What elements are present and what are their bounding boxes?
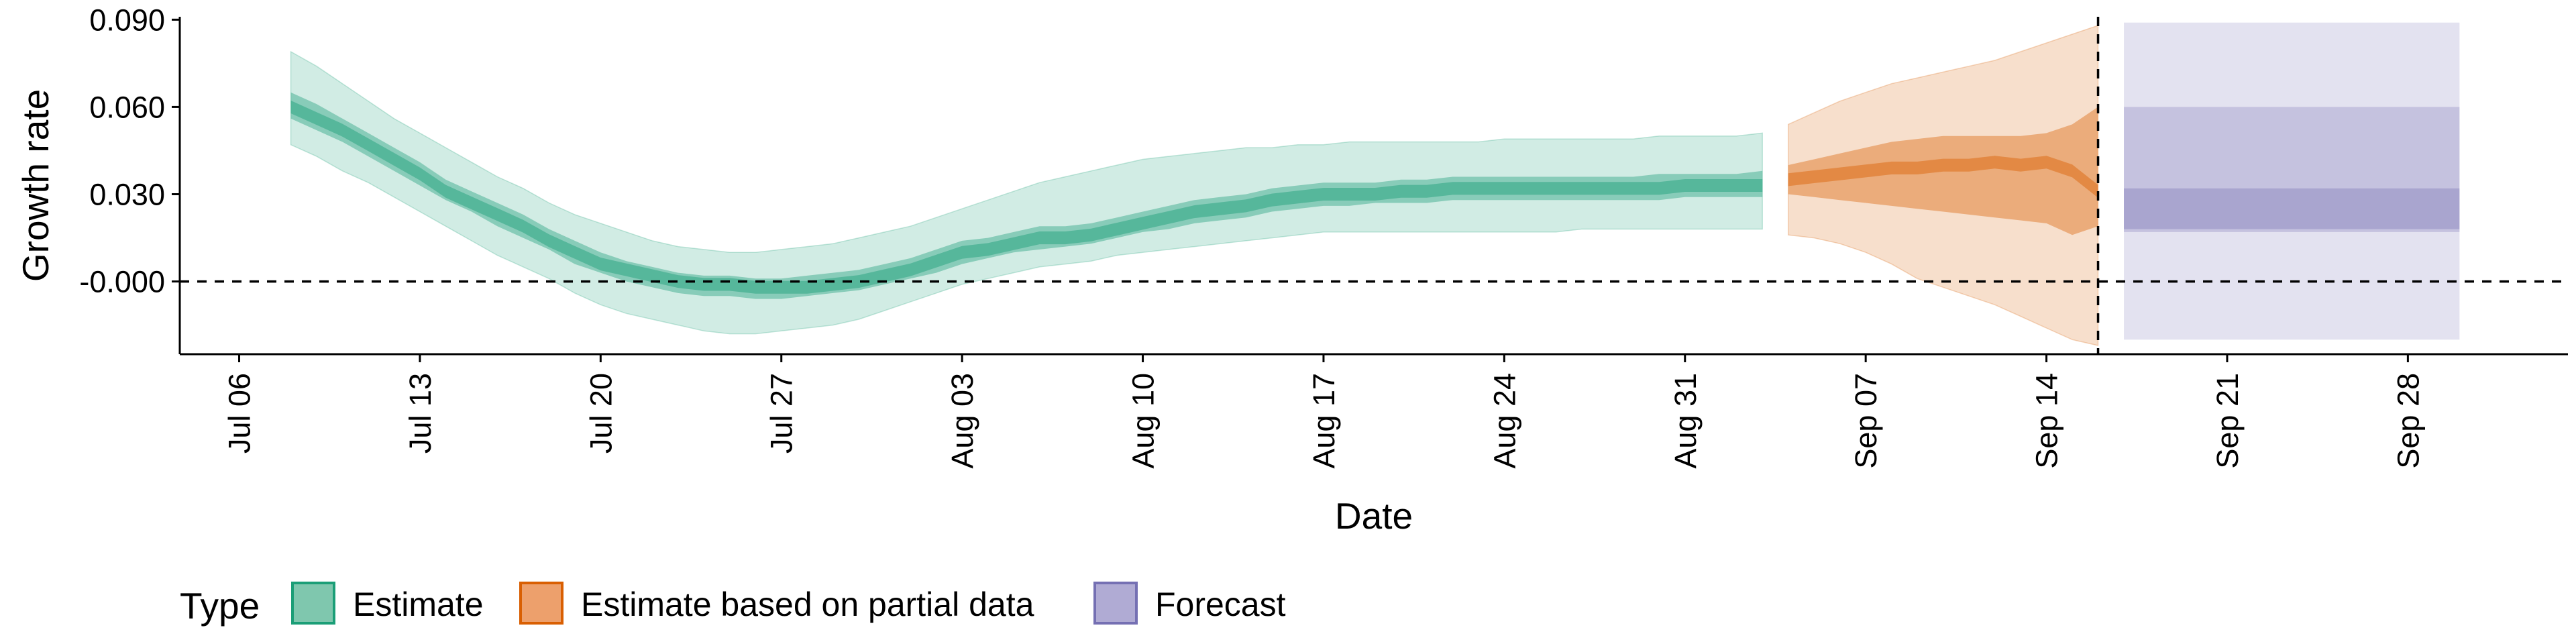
legend-label: Estimate bbox=[353, 586, 484, 623]
axes bbox=[178, 17, 2568, 356]
x-tick-label: Sep 07 bbox=[1849, 373, 1883, 469]
series-2 bbox=[2124, 22, 2460, 340]
x-axis-title: Date bbox=[1335, 495, 1413, 537]
x-tick-label: Jul 06 bbox=[223, 373, 257, 453]
x-tick-label: Sep 21 bbox=[2210, 373, 2245, 469]
x-tick-label: Sep 14 bbox=[2030, 373, 2064, 469]
x-tick-label: Aug 10 bbox=[1126, 373, 1161, 469]
y-tick-label: 0.060 bbox=[89, 90, 165, 124]
forecast-band-90 bbox=[2124, 22, 2460, 340]
band-90 bbox=[1787, 24, 2099, 346]
median-band bbox=[1788, 156, 2098, 198]
x-tick-label: Sep 28 bbox=[2391, 373, 2425, 469]
band-50 bbox=[1788, 107, 2098, 235]
y-ticks: -0.000 0.030 0.060 0.090 bbox=[79, 3, 180, 299]
band-90 bbox=[290, 50, 1763, 335]
x-ticks: Jul 06 Jul 13 Jul 20 Jul 27 Aug 03 Aug 10 Aug … bbox=[223, 354, 2425, 469]
legend: Type Estimate Estimate based on partial d… bbox=[180, 582, 1286, 627]
legend-label: Estimate based on partial data bbox=[581, 586, 1034, 623]
y-axis-title: Growth rate bbox=[15, 89, 56, 282]
x-tick-label: Aug 31 bbox=[1668, 373, 1703, 469]
legend-title: Type bbox=[180, 585, 260, 627]
legend-key-1 bbox=[519, 582, 564, 625]
x-tick-label: Jul 13 bbox=[403, 373, 437, 453]
legend-key-0 bbox=[291, 582, 335, 625]
forecast-band-20 bbox=[2124, 188, 2460, 229]
x-tick-label: Aug 03 bbox=[945, 373, 979, 469]
x-tick-label: Jul 20 bbox=[584, 373, 618, 453]
reference-lines bbox=[180, 17, 2568, 354]
x-tick-label: Aug 24 bbox=[1487, 373, 1521, 469]
x-tick-label: Jul 27 bbox=[765, 373, 799, 453]
y-tick-label: 0.030 bbox=[89, 178, 165, 212]
legend-key-2 bbox=[1093, 582, 1138, 625]
band-50 bbox=[290, 92, 1763, 299]
y-tick-label: 0.090 bbox=[89, 3, 165, 37]
series-bands bbox=[290, 22, 2460, 346]
y-tick-label: -0.000 bbox=[79, 265, 165, 299]
series-0 bbox=[290, 50, 1763, 335]
legend-label: Forecast bbox=[1155, 586, 1286, 623]
forecast-band-50 bbox=[2124, 107, 2460, 232]
series-1 bbox=[1787, 24, 2099, 346]
x-tick-label: Aug 17 bbox=[1307, 373, 1341, 469]
